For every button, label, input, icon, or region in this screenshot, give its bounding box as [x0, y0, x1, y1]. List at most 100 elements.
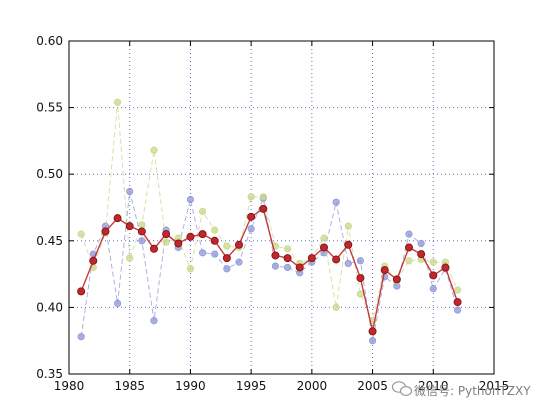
- data-point: [210, 236, 219, 245]
- y-tick-label: 0.45: [36, 234, 63, 248]
- data-point: [429, 271, 438, 280]
- data-point: [405, 230, 413, 238]
- x-tick-label: 2000: [297, 379, 328, 393]
- data-point: [356, 257, 365, 265]
- data-point: [150, 317, 158, 325]
- data-point: [198, 249, 207, 257]
- data-point: [344, 259, 352, 268]
- data-point: [89, 256, 98, 265]
- data-point: [113, 98, 122, 106]
- data-point: [138, 221, 146, 229]
- x-tick-label: 1980: [54, 379, 85, 393]
- watermark: 微信号: PythonTZXY: [391, 381, 531, 398]
- data-point: [101, 227, 110, 236]
- series-line: [80, 191, 459, 341]
- data-point: [223, 242, 231, 250]
- data-point: [332, 303, 340, 311]
- series-3: [77, 204, 462, 336]
- y-tick-label: 0.50: [36, 167, 63, 181]
- data-point: [234, 240, 243, 249]
- series-line: [80, 207, 459, 332]
- data-point: [332, 255, 341, 264]
- data-point: [283, 263, 292, 272]
- data-point: [186, 265, 195, 273]
- data-point: [235, 258, 243, 266]
- data-point: [417, 239, 425, 248]
- grid: [68, 40, 495, 375]
- y-tick-label: 0.55: [36, 101, 63, 115]
- x-tick-label: 1995: [236, 379, 267, 393]
- data-point: [368, 337, 377, 345]
- data-point: [332, 198, 340, 206]
- data-point: [223, 265, 231, 273]
- data-point: [417, 250, 426, 259]
- axis-ticks: 1980 1985 1990 1995 2000 2005 2010 2015 0.35 0.40…: [36, 34, 509, 393]
- data-point: [441, 263, 450, 272]
- data-point: [113, 214, 122, 223]
- data-point: [247, 193, 255, 201]
- data-point: [126, 254, 134, 262]
- data-point: [307, 254, 316, 263]
- data-point: [222, 254, 231, 263]
- data-point: [453, 298, 462, 307]
- data-point: [198, 230, 207, 239]
- data-point: [283, 254, 292, 263]
- data-point: [77, 287, 86, 296]
- series-layer: [77, 98, 462, 345]
- data-point: [211, 250, 219, 258]
- data-point: [271, 262, 280, 270]
- data-point: [138, 237, 146, 245]
- data-point: [77, 333, 85, 341]
- data-point: [186, 232, 195, 241]
- data-point: [174, 239, 183, 248]
- watermark-text: 微信号: PythonTZXY: [414, 384, 531, 398]
- data-point: [453, 306, 462, 314]
- data-point: [405, 257, 413, 265]
- data-point: [429, 285, 437, 293]
- data-point: [113, 299, 122, 308]
- data-point: [247, 225, 255, 233]
- data-point: [259, 204, 268, 213]
- x-tick-label: 2005: [357, 379, 388, 393]
- x-tick-label: 2015: [479, 379, 510, 393]
- data-point: [247, 212, 256, 221]
- data-point: [344, 222, 352, 230]
- data-point: [392, 275, 401, 284]
- y-tick-label: 0.60: [36, 34, 63, 48]
- data-point: [356, 290, 365, 298]
- series-1: [77, 187, 462, 345]
- y-tick-label: 0.40: [36, 300, 63, 314]
- series-2: [77, 98, 462, 325]
- wechat-bubble-icon: [391, 381, 413, 397]
- data-point: [150, 146, 158, 154]
- data-point: [211, 226, 219, 234]
- data-point: [162, 238, 170, 246]
- data-point: [126, 187, 134, 196]
- data-point: [429, 258, 437, 266]
- data-point: [380, 266, 389, 275]
- data-point: [283, 245, 292, 253]
- data-point: [356, 274, 365, 283]
- data-point: [319, 243, 328, 252]
- data-point: [77, 230, 85, 238]
- data-point: [125, 222, 134, 231]
- data-point: [404, 243, 413, 252]
- data-point: [186, 195, 195, 204]
- x-tick-label: 1990: [175, 379, 206, 393]
- data-point: [198, 207, 207, 216]
- y-tick-label: 0.35: [36, 367, 63, 381]
- data-point: [137, 227, 146, 236]
- data-point: [344, 240, 353, 249]
- data-point: [295, 263, 304, 272]
- plot-frame: [68, 40, 495, 375]
- series-line: [80, 102, 459, 323]
- data-point: [271, 251, 280, 260]
- data-point: [453, 286, 462, 294]
- x-tick-label: 2010: [418, 379, 449, 393]
- data-point: [368, 327, 377, 336]
- x-tick-label: 1985: [114, 379, 145, 393]
- data-point: [149, 244, 158, 253]
- data-point: [320, 234, 328, 242]
- data-point: [259, 193, 267, 201]
